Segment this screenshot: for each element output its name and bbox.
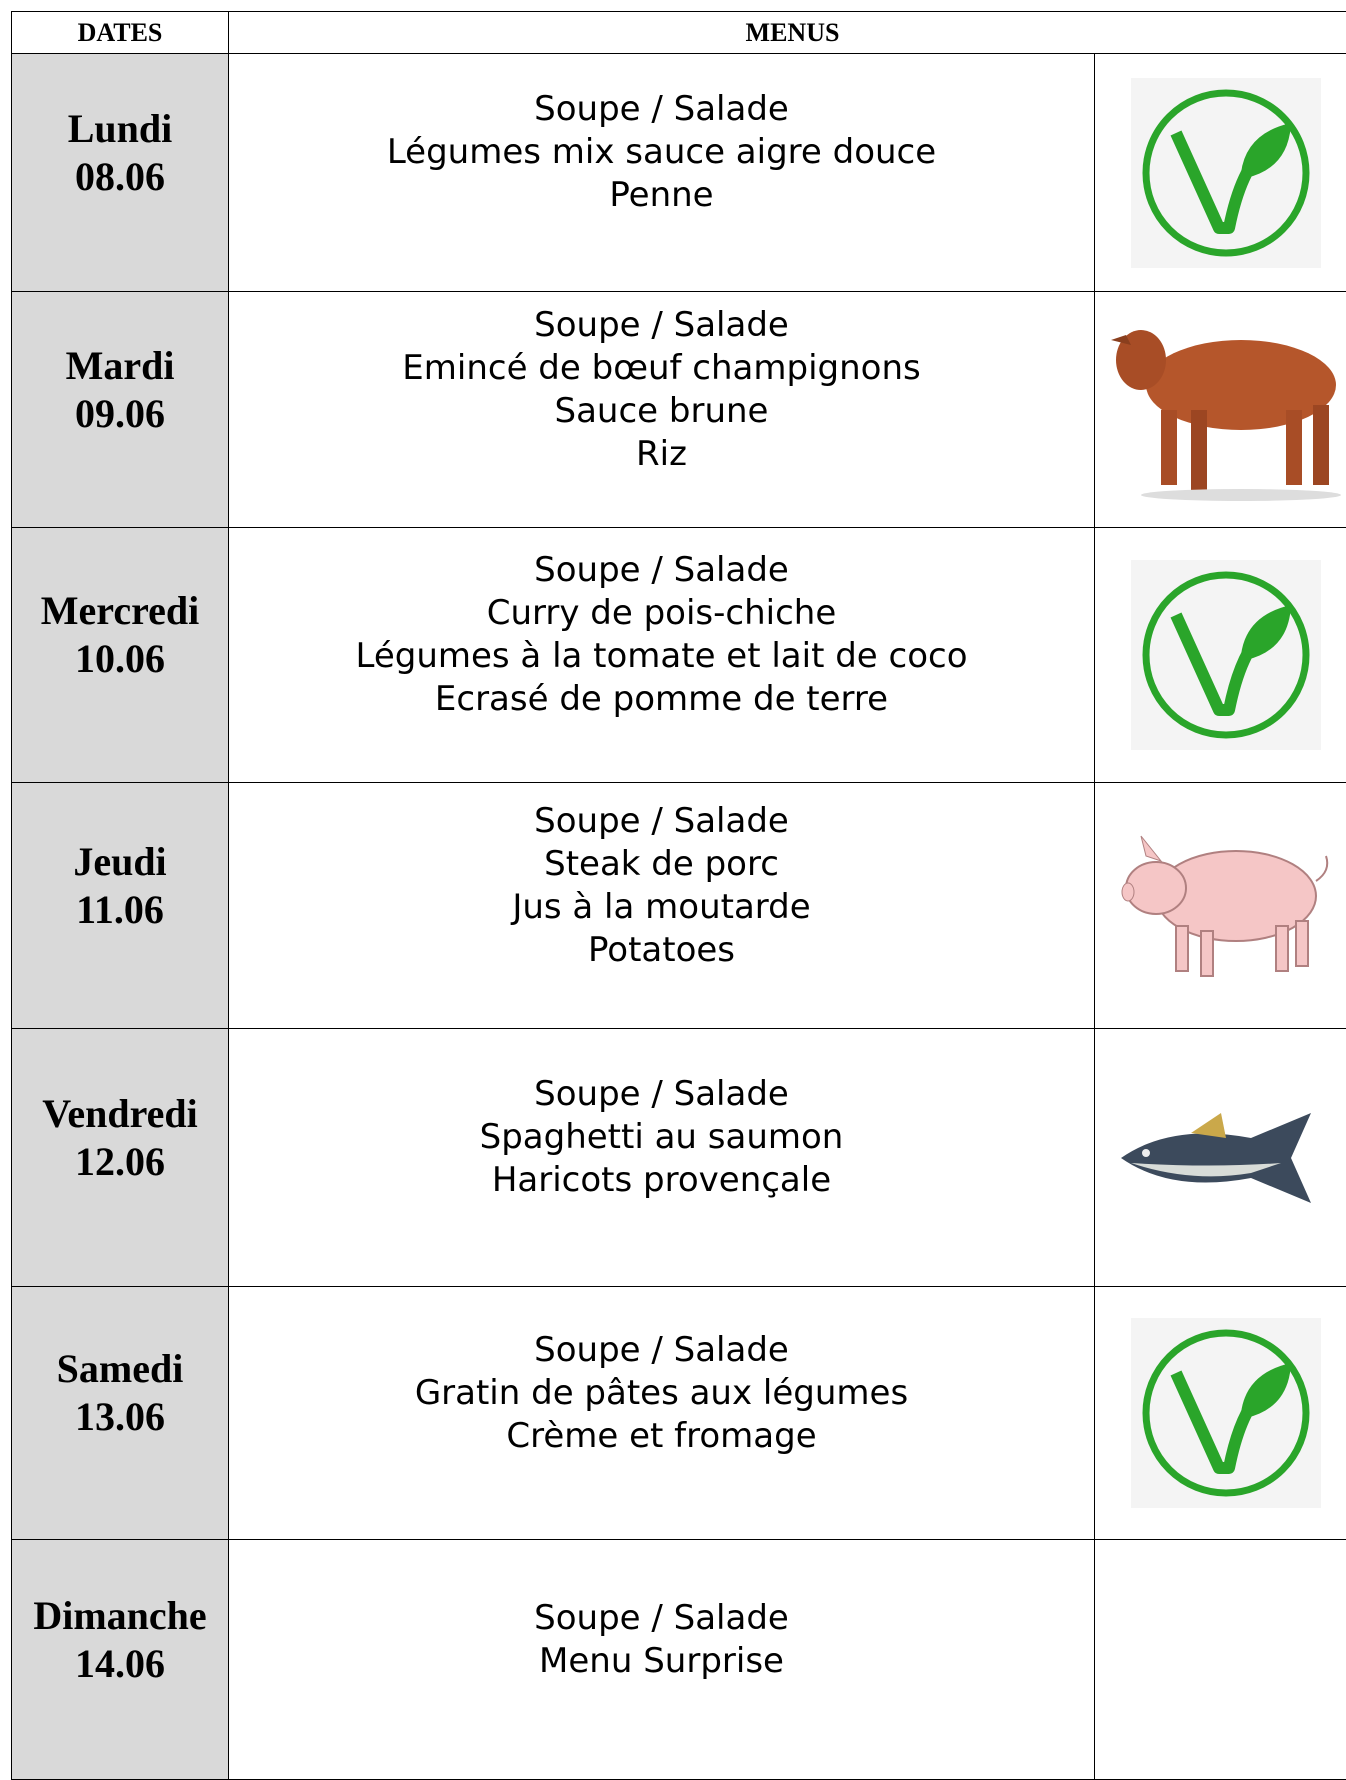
- day-date: 13.06: [12, 1393, 228, 1441]
- icon-cell: [1095, 292, 1346, 528]
- header-dates: DATES: [12, 12, 229, 54]
- day-name: Samedi: [12, 1345, 228, 1393]
- fish-icon: [1111, 1103, 1341, 1213]
- menu-item: Spaghetti au saumon: [229, 1116, 1094, 1159]
- menu-item: Soupe / Salade: [229, 88, 1094, 131]
- day-name: Mardi: [12, 342, 228, 390]
- day-name: Lundi: [12, 105, 228, 153]
- menu-item: Légumes à la tomate et lait de coco: [229, 635, 1094, 678]
- day-name: Jeudi: [12, 838, 228, 886]
- menu-item: Gratin de pâtes aux légumes: [229, 1372, 1094, 1415]
- vegan-icon: [1131, 560, 1321, 750]
- menu-item: Légumes mix sauce aigre douce: [229, 131, 1094, 174]
- vegan-icon: [1131, 1318, 1321, 1508]
- menu-item: Crème et fromage: [229, 1415, 1094, 1458]
- day-date: 10.06: [12, 635, 228, 683]
- menu-item: Ecrasé de pomme de terre: [229, 678, 1094, 721]
- beef-icon: [1101, 315, 1346, 505]
- menu-item: Haricots provençale: [229, 1159, 1094, 1202]
- menu-item: Penne: [229, 174, 1094, 217]
- menu-item: Riz: [229, 433, 1094, 476]
- icon-cell: [1095, 783, 1346, 1029]
- menu-item: Steak de porc: [229, 843, 1094, 886]
- day-date: 09.06: [12, 390, 228, 438]
- day-name: Mercredi: [12, 587, 228, 635]
- icon-cell: [1095, 1287, 1346, 1540]
- menu-item: Soupe / Salade: [229, 800, 1094, 843]
- pork-icon: [1116, 826, 1336, 986]
- menu-item: Soupe / Salade: [229, 1597, 1094, 1640]
- menu-item: Jus à la moutarde: [229, 886, 1094, 929]
- menu-item: Soupe / Salade: [229, 549, 1094, 592]
- day-date: 11.06: [12, 886, 228, 934]
- menu-item: Potatoes: [229, 929, 1094, 972]
- menu-item: Menu Surprise: [229, 1640, 1094, 1683]
- header-menus: MENUS: [229, 12, 1346, 54]
- icon-cell: [1095, 54, 1346, 292]
- icon-cell: [1095, 1029, 1346, 1287]
- icon-cell: [1095, 1540, 1346, 1780]
- menu-item: Curry de pois-chiche: [229, 592, 1094, 635]
- day-date: 12.06: [12, 1138, 228, 1186]
- menu-item: Soupe / Salade: [229, 1329, 1094, 1372]
- menu-item: Sauce brune: [229, 390, 1094, 433]
- vegan-icon: [1131, 78, 1321, 268]
- icon-cell: [1095, 528, 1346, 783]
- day-date: 08.06: [12, 153, 228, 201]
- day-name: Vendredi: [12, 1090, 228, 1138]
- menu-item: Emincé de bœuf champignons: [229, 347, 1094, 390]
- menu-item: Soupe / Salade: [229, 304, 1094, 347]
- day-date: 14.06: [12, 1640, 228, 1688]
- menu-item: Soupe / Salade: [229, 1073, 1094, 1116]
- day-name: Dimanche: [12, 1592, 228, 1640]
